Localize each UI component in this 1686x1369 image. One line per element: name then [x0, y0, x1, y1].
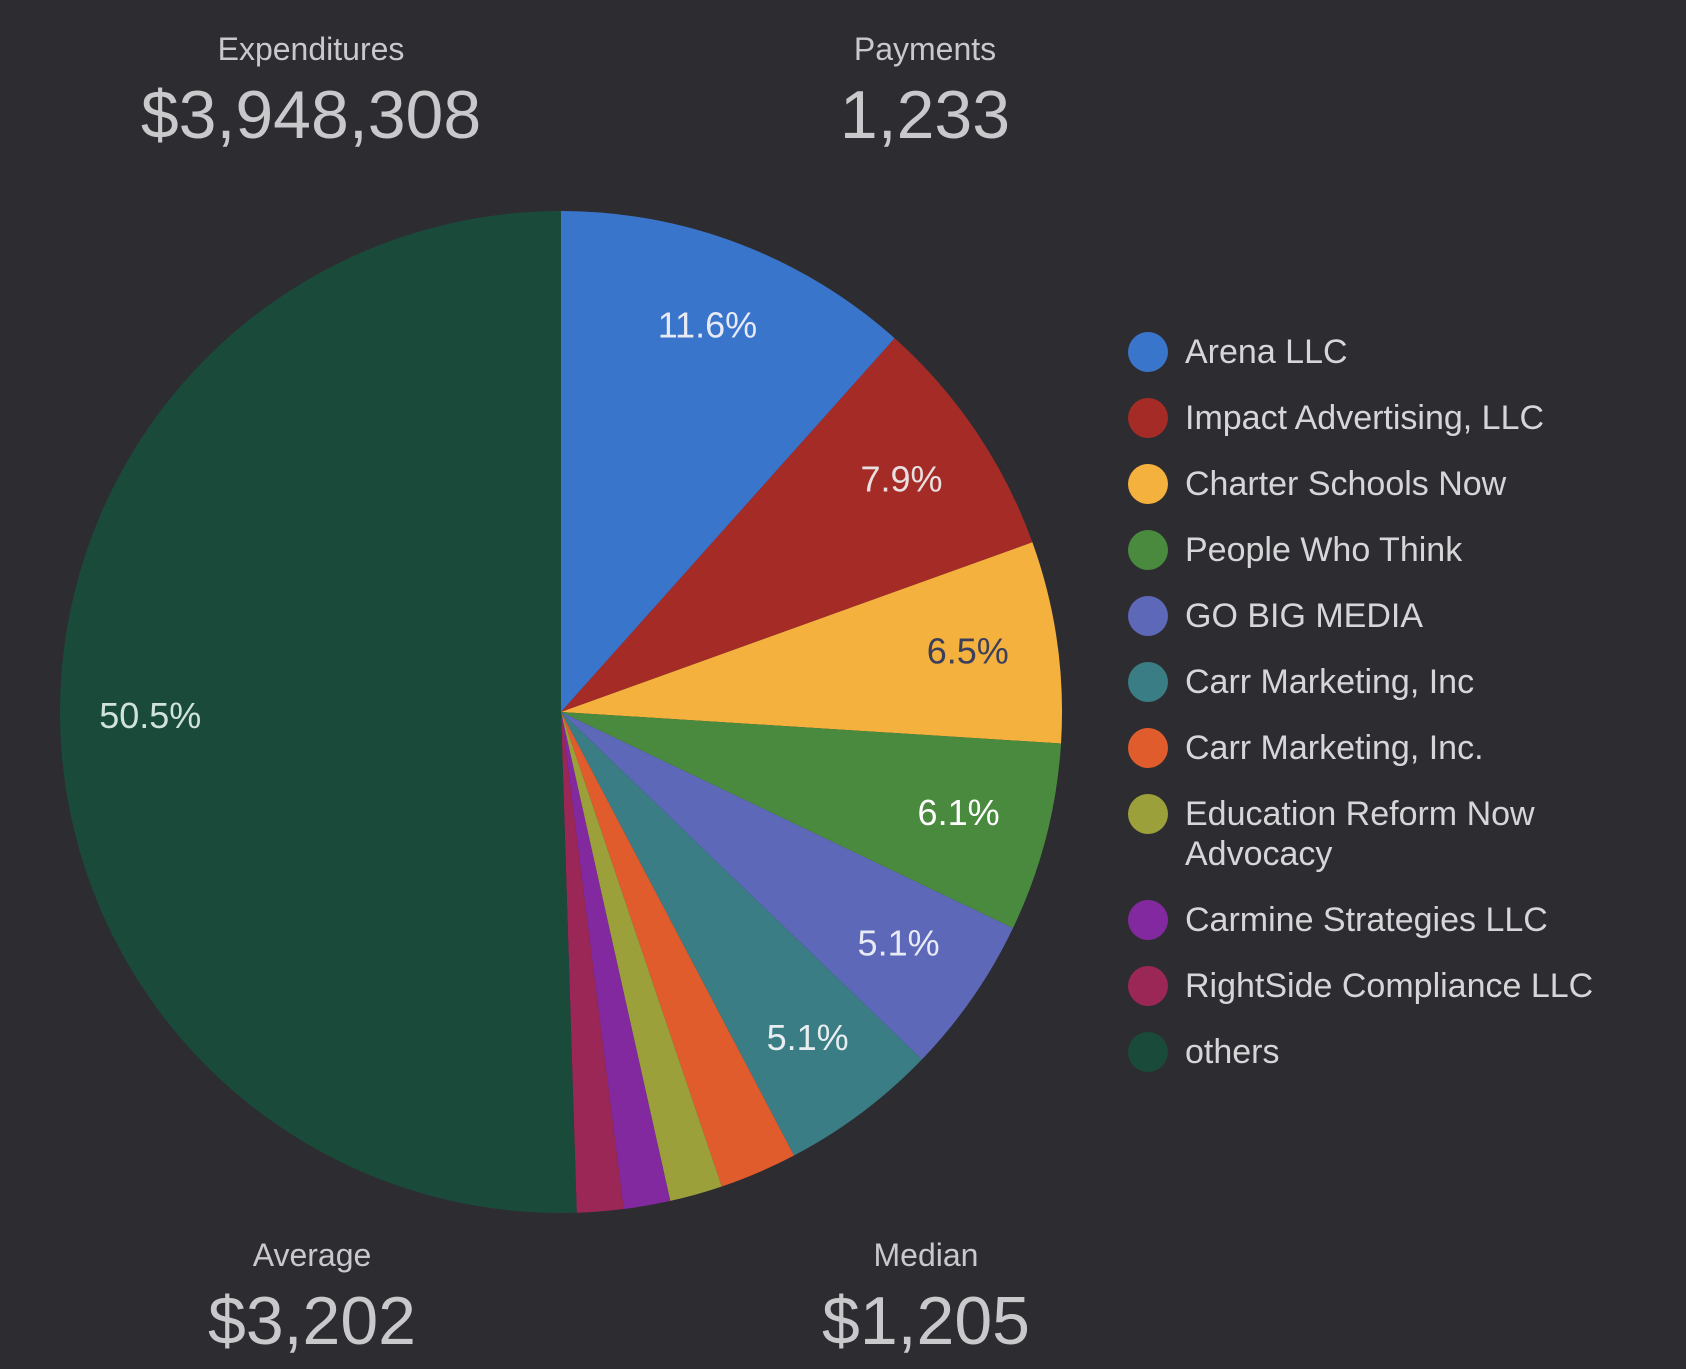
slice-label: 5.1%: [858, 923, 940, 964]
legend-swatch: [1128, 398, 1168, 438]
legend-item: Impact Advertising, LLC: [1128, 398, 1684, 438]
legend-label: Carr Marketing, Inc: [1185, 663, 1475, 701]
legend-swatch: [1128, 530, 1168, 570]
kpi-label: Average: [253, 1237, 372, 1273]
legend-swatch: [1128, 794, 1168, 834]
legend-item: People Who Think: [1128, 530, 1684, 570]
slice-label: 11.6%: [658, 305, 757, 346]
kpi-value: $3,202: [208, 1283, 416, 1359]
pie-slice: [561, 712, 1062, 929]
pie-slice: [561, 712, 722, 1201]
legend-swatch: [1128, 1032, 1168, 1072]
legend-label: Carr Marketing, Inc.: [1185, 729, 1484, 767]
slice-label: 6.1%: [918, 792, 1000, 833]
kpi-value: $1,205: [822, 1283, 1030, 1359]
legend-swatch: [1128, 900, 1168, 940]
legend-swatch: [1128, 662, 1168, 702]
legend-label: Education Reform Now Advocacy: [1185, 795, 1535, 873]
legend-label: Charter Schools Now: [1185, 465, 1507, 503]
slice-label: 6.5%: [927, 631, 1009, 672]
pie-slice: [561, 712, 795, 1187]
slice-label: 50.5%: [99, 695, 201, 736]
legend-label: People Who Think: [1185, 531, 1463, 569]
legend: Arena LLC Impact Advertising, LLC Charter …: [1128, 332, 1684, 1098]
legend-label: Impact Advertising, LLC: [1185, 399, 1545, 437]
legend-label: RightSide Compliance LLC: [1185, 967, 1594, 1005]
legend-item: Arena LLC: [1128, 332, 1684, 372]
legend-item: others: [1128, 1032, 1684, 1072]
legend-swatch: [1128, 464, 1168, 504]
legend-item: Carmine Strategies LLC: [1128, 900, 1684, 940]
pie-slice: [561, 338, 1033, 712]
kpi-label: Payments: [854, 31, 996, 67]
legend-label: GO BIG MEDIA: [1185, 597, 1424, 635]
legend-swatch: [1128, 596, 1168, 636]
kpi-value: $3,948,308: [141, 77, 481, 153]
kpi-label: Expenditures: [218, 31, 405, 67]
legend-label: Arena LLC: [1185, 333, 1348, 371]
kpi-value: 1,233: [840, 77, 1010, 153]
pie-slice: [561, 211, 895, 712]
legend-label: others: [1185, 1033, 1280, 1071]
kpi-label: Median: [874, 1237, 979, 1273]
legend-item: Carr Marketing, Inc.: [1128, 728, 1684, 768]
pie-slice: [561, 712, 922, 1156]
pie-slice: [60, 211, 577, 1213]
legend-item: Carr Marketing, Inc: [1128, 662, 1684, 702]
pie-slice: [561, 712, 624, 1213]
legend-swatch: [1128, 966, 1168, 1006]
legend-item: RightSide Compliance LLC: [1128, 966, 1684, 1006]
legend-item: GO BIG MEDIA: [1128, 596, 1684, 636]
pie-slice: [561, 712, 1013, 1060]
pie-slice: [561, 542, 1062, 744]
legend-item: Education Reform Now Advocacy: [1128, 794, 1684, 874]
legend-label: Carmine Strategies LLC: [1185, 901, 1548, 939]
legend-swatch: [1128, 728, 1168, 768]
legend-swatch: [1128, 332, 1168, 372]
slice-label: 5.1%: [767, 1017, 849, 1058]
slice-label: 7.9%: [860, 459, 942, 500]
pie-slice: [561, 712, 671, 1210]
legend-item: Charter Schools Now: [1128, 464, 1684, 504]
